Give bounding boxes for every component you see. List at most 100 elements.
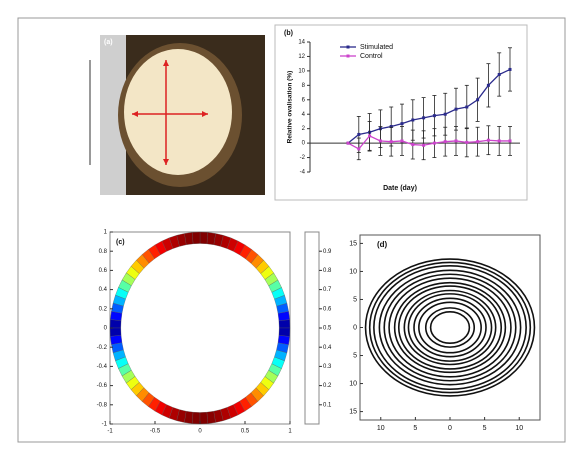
y-tick-label: 12: [298, 54, 305, 60]
y-axis-label: Relative ovalisation (%): [287, 71, 294, 144]
colorbar-tick-label: 0.6: [323, 306, 332, 312]
point: [411, 143, 415, 147]
point: [497, 73, 501, 76]
arrow-head: [132, 111, 138, 117]
y-tick-label: 0: [302, 141, 306, 147]
point: [476, 140, 480, 144]
point: [508, 67, 512, 71]
ring: [407, 293, 493, 362]
ring-segment: [191, 412, 201, 425]
point: [389, 140, 393, 144]
point: [486, 83, 490, 87]
y-tick-label: -0.4: [97, 364, 108, 370]
colorbar-tick-label: 0.9: [323, 249, 332, 255]
colorbar: [304, 231, 320, 425]
y-tick-label: -2: [300, 155, 306, 161]
x-tick-label: -0.5: [150, 429, 161, 435]
ring: [378, 269, 522, 386]
ring: [418, 301, 482, 354]
point: [400, 139, 404, 143]
point: [422, 116, 426, 120]
photo-panel: (a): [89, 35, 265, 195]
ring: [403, 289, 497, 366]
point: [357, 132, 361, 136]
series-line: [347, 68, 511, 144]
frame: [17, 17, 566, 443]
point: [443, 140, 447, 144]
point: [357, 147, 361, 151]
point: [508, 139, 512, 143]
legend-label: Stimulated: [360, 44, 393, 51]
point: [465, 140, 469, 144]
ring-segment: [199, 412, 209, 425]
ring-segment: [199, 231, 209, 244]
y-tick-label: 10: [349, 268, 357, 275]
y-tick-label: 1: [104, 230, 108, 236]
point: [400, 122, 404, 126]
legend-label: Control: [360, 53, 383, 60]
colorbar-tick-label: 0.8: [323, 268, 332, 274]
ring: [364, 258, 536, 397]
ring-segment: [191, 231, 201, 244]
y-tick-label: 6: [302, 97, 306, 103]
y-tick-label: 0.4: [99, 287, 108, 293]
panel-label: (b): [284, 30, 293, 37]
legend-marker: [346, 45, 350, 49]
y-tick-label: -0.6: [97, 383, 108, 389]
ring: [413, 297, 487, 358]
point: [389, 125, 393, 128]
colorbar-tick-label: 0.5: [323, 326, 332, 332]
x-axis-label: Date (day): [383, 185, 417, 192]
y-tick-label: -1: [102, 422, 108, 428]
legend-marker: [346, 54, 350, 58]
point: [432, 114, 436, 118]
colorbar-tick-label: 0.7: [323, 287, 332, 293]
ring-segment: [278, 319, 291, 329]
ring-segment: [109, 319, 122, 329]
y-tick-label: 0: [353, 324, 357, 331]
point: [476, 98, 480, 102]
ring: [393, 281, 507, 374]
y-tick-label: 4: [302, 112, 306, 118]
y-tick-label: 2: [302, 126, 306, 132]
x-tick-label: 10: [377, 425, 385, 432]
wood-section: [124, 49, 232, 175]
ring: [383, 273, 517, 382]
point: [346, 141, 350, 145]
ring: [388, 277, 512, 378]
ring: [429, 311, 471, 344]
arrow-head: [202, 111, 208, 117]
y-tick-label: 0.2: [99, 306, 108, 312]
y-tick-label: 5: [353, 352, 357, 359]
point: [443, 112, 447, 116]
y-tick-label: 14: [298, 40, 305, 46]
arrow-head: [163, 60, 169, 66]
arrow-head: [163, 159, 169, 165]
x-tick-label: 0: [448, 425, 452, 432]
y-tick-label: -0.8: [97, 402, 108, 408]
colorbar-tick-label: 0.2: [323, 383, 332, 389]
y-tick-label: -0.2: [97, 345, 108, 351]
y-tick-label: 8: [302, 83, 306, 89]
point: [411, 118, 415, 122]
y-tick-label: 10: [298, 68, 305, 74]
x-tick-label: 0: [198, 429, 202, 435]
colorbar-tick-label: 0.1: [323, 402, 332, 408]
y-tick-label: 5: [353, 296, 357, 303]
point: [422, 143, 426, 147]
y-tick-label: 15: [349, 408, 357, 415]
panel-b-frame: [274, 24, 528, 201]
y-tick-label: 15: [349, 240, 357, 247]
colorbar-tick-label: 0.4: [323, 345, 332, 351]
series-line: [347, 135, 510, 150]
colorbar-tick-label: 0.3: [323, 364, 332, 370]
ring-segment: [109, 327, 122, 337]
ring-segment: [278, 327, 291, 337]
x-tick-label: 5: [483, 425, 487, 432]
ring: [424, 307, 476, 348]
y-tick-label: 0.6: [99, 268, 108, 274]
y-tick-label: -4: [300, 170, 306, 176]
y-tick-label: 0.8: [99, 249, 108, 255]
x-tick-label: 1: [288, 429, 292, 435]
ring: [368, 261, 532, 394]
